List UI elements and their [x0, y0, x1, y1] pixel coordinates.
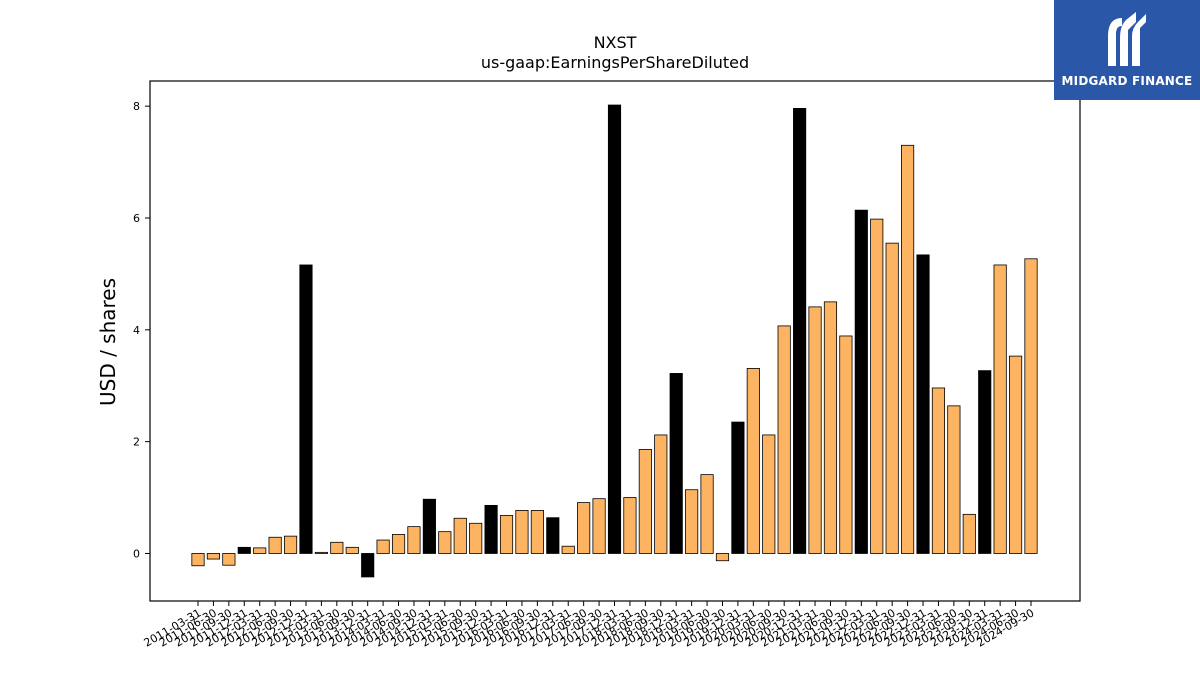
- bar-2019-03-31: [685, 489, 699, 554]
- bar-2021-12-31: [854, 209, 868, 554]
- y-axis-label: USD / shares: [96, 278, 120, 406]
- bar-2020-12-31: [793, 108, 807, 554]
- bar-2021-03-31: [808, 306, 822, 554]
- bar-2024-06-30: [1009, 355, 1023, 554]
- bar-2011-06-30: [206, 553, 220, 560]
- bar-2012-06-30: [268, 536, 282, 554]
- brand-logo: MIDGARD FINANCE: [1054, 0, 1200, 100]
- bar-2015-09-30: [469, 522, 483, 554]
- bar-2015-12-31: [484, 504, 498, 554]
- bar-2014-09-30: [407, 526, 421, 554]
- bar-2011-12-31: [237, 546, 251, 554]
- bar-2013-12-31: [361, 553, 375, 578]
- y-tick-label: 0: [133, 547, 140, 560]
- bar-2014-06-30: [391, 534, 406, 554]
- bar-2022-06-30: [885, 242, 899, 554]
- bar-2012-03-31: [253, 547, 267, 554]
- plot-frame: [149, 80, 1081, 602]
- bar-2016-09-30: [530, 510, 544, 554]
- bar-2011-03-31: [191, 553, 205, 567]
- bar-2019-09-30: [715, 553, 730, 562]
- chart-subtitle: us-gaap:EarningsPerShareDiluted: [481, 53, 749, 72]
- bar-2024-09-30: [1024, 258, 1038, 554]
- x-axis: 2011-03-312011-06-302011-09-302011-12-31…: [142, 601, 1037, 650]
- bar-2023-06-30: [947, 405, 961, 554]
- bar-2024-03-31: [993, 264, 1007, 554]
- y-tick-label: 4: [133, 324, 140, 337]
- bar-2023-03-31: [931, 387, 946, 554]
- bar-2019-06-30: [700, 474, 714, 554]
- bar-2016-06-30: [515, 510, 529, 554]
- bar-2018-06-30: [638, 449, 652, 554]
- bar-2022-03-31: [870, 218, 884, 554]
- bar-2020-06-30: [762, 434, 776, 554]
- bar-2017-09-30: [592, 498, 606, 554]
- bar-2021-09-30: [839, 335, 853, 554]
- y-tick-label: 6: [133, 212, 140, 225]
- y-tick-label: 8: [133, 100, 140, 113]
- bar-2018-03-31: [623, 497, 637, 554]
- y-axis: 0 2 4 6 8: [133, 100, 150, 560]
- chart-title: NXST: [594, 33, 637, 52]
- bar-2013-06-30: [330, 541, 344, 554]
- bar-2020-03-31: [746, 367, 760, 554]
- bar-2011-09-30: [222, 553, 236, 566]
- bar-2012-09-30: [283, 535, 298, 554]
- bars-group: [191, 104, 1038, 578]
- brand-logo-icon: [1108, 12, 1146, 66]
- bar-2021-06-30: [823, 301, 838, 554]
- bar-2019-12-31: [731, 421, 745, 554]
- bar-2023-12-31: [978, 370, 992, 554]
- bar-2015-06-30: [453, 517, 467, 554]
- bar-2018-12-31: [669, 373, 683, 554]
- bar-2016-03-31: [499, 515, 514, 554]
- bar-2022-09-30: [901, 144, 915, 554]
- bar-2017-03-31: [561, 545, 575, 554]
- bar-2017-06-30: [577, 502, 591, 554]
- bar-2013-03-31: [314, 551, 328, 554]
- bar-2023-09-30: [962, 513, 976, 554]
- bar-2015-03-31: [438, 531, 452, 554]
- bar-2014-03-31: [376, 539, 390, 554]
- bar-2013-09-30: [345, 546, 359, 554]
- bar-2020-09-30: [777, 325, 791, 554]
- bar-2017-12-31: [607, 104, 622, 554]
- bar-2012-12-31: [299, 264, 313, 554]
- bar-2016-12-31: [546, 517, 560, 554]
- brand-name: MIDGARD FINANCE: [1061, 74, 1193, 88]
- bar-2022-12-31: [916, 254, 930, 554]
- bar-2014-12-31: [422, 498, 436, 554]
- bar-2018-09-30: [654, 434, 668, 554]
- y-tick-label: 2: [133, 436, 140, 449]
